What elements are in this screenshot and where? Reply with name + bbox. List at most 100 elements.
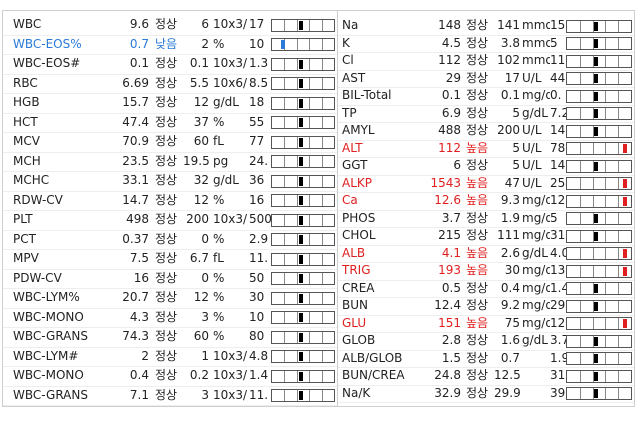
cell-low: 12	[193, 290, 209, 304]
range-divider	[309, 97, 311, 109]
cell-unit: g/dL	[213, 95, 239, 109]
cell-unit: %	[213, 329, 225, 343]
range-divider	[618, 248, 620, 260]
range-divider	[592, 265, 594, 277]
cell-unit: fL	[213, 251, 224, 265]
range-divider	[579, 143, 581, 155]
cell-unit: mg/d	[522, 263, 550, 277]
cell-high: 18	[249, 95, 265, 109]
cell-unit: mg/d	[522, 298, 550, 312]
range-marker	[298, 274, 303, 284]
range-bar	[271, 77, 335, 91]
cell-low: 0	[201, 270, 209, 285]
range-divider	[592, 143, 594, 155]
cell-unit: mg/d	[522, 88, 550, 102]
range-bar	[271, 350, 335, 364]
range-divider	[605, 73, 607, 85]
cell-high: 1.3	[249, 56, 269, 70]
cell-low: 200	[497, 123, 520, 137]
cell-value: 12.6	[434, 193, 461, 207]
range-divider	[296, 58, 298, 70]
range-bar	[271, 330, 335, 344]
cell-value: 32.9	[434, 385, 461, 400]
cell-name: HCT	[13, 114, 38, 129]
range-divider	[605, 178, 607, 190]
cell-flag: 정상	[466, 88, 489, 102]
range-bar	[566, 264, 632, 278]
cell-high: 11.	[249, 387, 269, 402]
range-marker	[298, 215, 303, 225]
range-marker	[298, 98, 303, 108]
range-divider	[579, 265, 581, 277]
cell-flag: 높음	[466, 193, 489, 207]
cell-unit: 10x3/	[213, 17, 248, 31]
range-divider	[296, 39, 298, 51]
range-divider	[296, 195, 298, 207]
cell-value: 15.7	[122, 95, 149, 109]
range-bar	[566, 177, 632, 191]
cell-flag: 정상	[155, 231, 178, 246]
result-row: WBC-GRANS 74.3 정상 60% 80	[3, 327, 337, 348]
cell-high: 1.4	[249, 368, 269, 382]
range-bar	[271, 252, 335, 266]
range-divider	[579, 300, 581, 312]
cell-low: 1.9	[500, 210, 520, 225]
range-marker	[594, 109, 599, 119]
cell-flag: 정상	[466, 385, 489, 400]
range-divider	[592, 300, 594, 312]
cell-value: 6.9	[441, 105, 461, 120]
cell-unit: pg	[213, 153, 229, 168]
range-divider	[579, 195, 581, 207]
range-divider	[321, 253, 323, 265]
cell-flag: 높음	[466, 245, 489, 260]
range-divider	[605, 160, 607, 172]
cell-flag: 정상	[155, 251, 178, 265]
range-divider	[321, 136, 323, 148]
cell-flag: 높음	[466, 263, 489, 277]
range-bar	[566, 247, 632, 261]
cell-unit: mmol	[522, 35, 550, 50]
cell-low: 37	[193, 114, 209, 129]
range-divider	[605, 20, 607, 32]
cell-flag: 정상	[155, 329, 178, 343]
range-marker	[298, 118, 303, 128]
range-bar	[271, 174, 335, 188]
cell-unit: g/dL	[213, 173, 239, 187]
range-divider	[309, 78, 311, 90]
cell-name: BUN	[342, 298, 368, 312]
cell-low: 0.4	[500, 280, 520, 295]
range-marker	[298, 196, 303, 206]
range-bar	[271, 194, 335, 208]
cell-high: 10	[249, 36, 265, 51]
cell-high: 78	[550, 140, 566, 155]
cell-low: 5	[512, 158, 520, 172]
cell-low: 12	[193, 95, 209, 109]
range-marker	[594, 56, 599, 66]
cell-high: 128	[550, 315, 566, 330]
cell-value: 1.5	[441, 350, 461, 365]
range-divider	[579, 213, 581, 225]
cell-high: 14	[550, 158, 566, 172]
cell-low: 0	[201, 231, 209, 246]
range-divider	[284, 195, 286, 207]
range-divider	[321, 39, 323, 51]
cell-value: 16	[133, 270, 149, 285]
range-divider	[284, 117, 286, 129]
range-divider	[321, 117, 323, 129]
range-divider	[605, 335, 607, 347]
range-bar	[271, 96, 335, 110]
range-divider	[579, 353, 581, 365]
range-divider	[284, 331, 286, 343]
range-divider	[309, 370, 311, 382]
range-bar	[566, 54, 632, 68]
cell-unit: %	[213, 290, 225, 304]
range-bar	[566, 37, 632, 51]
cell-unit: %	[213, 270, 225, 285]
cell-low: 12	[193, 192, 209, 207]
range-bar	[566, 317, 632, 331]
cell-name: PCT	[13, 231, 36, 246]
range-divider	[592, 108, 594, 120]
cell-value: 20.7	[122, 290, 149, 304]
range-bar	[566, 89, 632, 103]
range-marker	[298, 137, 303, 147]
